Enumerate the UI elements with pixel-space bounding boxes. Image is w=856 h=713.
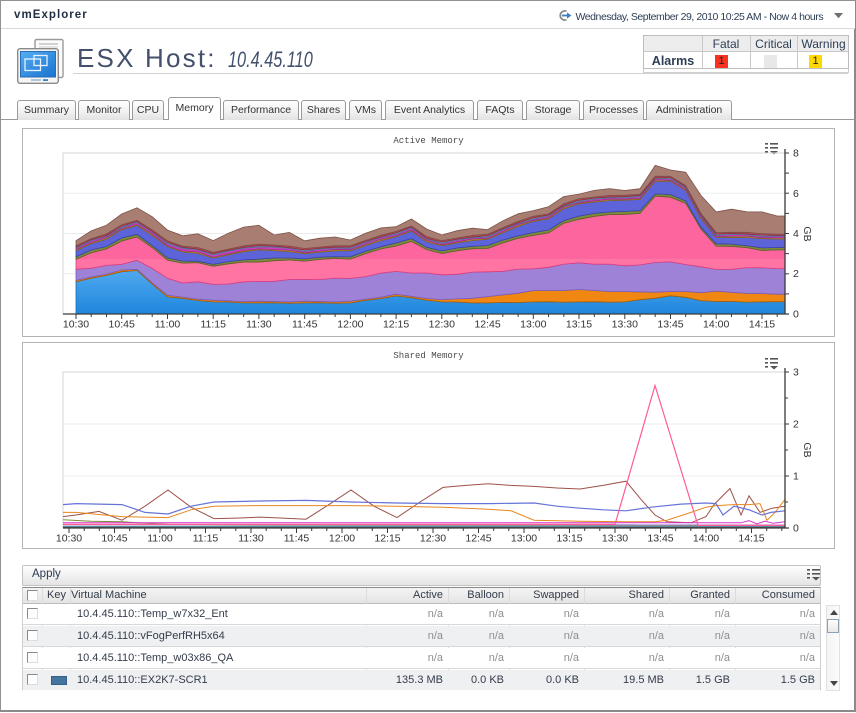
svg-text:14:15: 14:15 — [749, 319, 775, 331]
svg-text:11:15: 11:15 — [193, 533, 219, 545]
svg-text:4: 4 — [793, 228, 799, 240]
svg-text:10:45: 10:45 — [109, 319, 135, 331]
svg-text:10:30: 10:30 — [56, 533, 82, 545]
svg-text:6: 6 — [793, 188, 799, 200]
svg-text:13:00: 13:00 — [520, 319, 546, 331]
svg-text:14:15: 14:15 — [738, 533, 764, 545]
svg-text:8: 8 — [793, 148, 799, 160]
svg-text:12:30: 12:30 — [420, 533, 446, 545]
svg-text:11:30: 11:30 — [238, 533, 264, 545]
svg-text:1: 1 — [793, 471, 799, 483]
svg-text:GB: GB — [801, 226, 813, 241]
svg-text:0: 0 — [793, 309, 799, 321]
svg-text:11:00: 11:00 — [147, 533, 173, 545]
svg-text:10:45: 10:45 — [101, 533, 127, 545]
svg-text:13:30: 13:30 — [602, 533, 628, 545]
svg-text:11:15: 11:15 — [200, 319, 226, 331]
svg-text:13:30: 13:30 — [612, 319, 638, 331]
svg-text:12:15: 12:15 — [383, 319, 409, 331]
svg-text:2: 2 — [793, 419, 799, 431]
svg-text:11:00: 11:00 — [155, 319, 181, 331]
svg-text:11:30: 11:30 — [246, 319, 272, 331]
svg-text:12:00: 12:00 — [329, 533, 355, 545]
svg-text:12:30: 12:30 — [429, 319, 455, 331]
svg-text:13:15: 13:15 — [556, 533, 582, 545]
svg-text:14:00: 14:00 — [693, 533, 719, 545]
svg-text:13:45: 13:45 — [657, 319, 683, 331]
svg-text:2: 2 — [793, 268, 799, 280]
svg-text:GB: GB — [801, 442, 813, 457]
svg-text:3: 3 — [793, 367, 799, 379]
svg-text:13:15: 13:15 — [566, 319, 592, 331]
svg-text:12:45: 12:45 — [465, 533, 491, 545]
svg-text:13:45: 13:45 — [647, 533, 673, 545]
svg-text:11:45: 11:45 — [284, 533, 310, 545]
svg-text:14:00: 14:00 — [703, 319, 729, 331]
svg-text:11:45: 11:45 — [292, 319, 318, 331]
svg-text:12:00: 12:00 — [337, 319, 363, 331]
svg-text:0: 0 — [793, 523, 799, 535]
svg-text:10:30: 10:30 — [63, 319, 89, 331]
svg-text:12:45: 12:45 — [474, 319, 500, 331]
svg-text:12:15: 12:15 — [374, 533, 400, 545]
svg-text:13:00: 13:00 — [511, 533, 537, 545]
